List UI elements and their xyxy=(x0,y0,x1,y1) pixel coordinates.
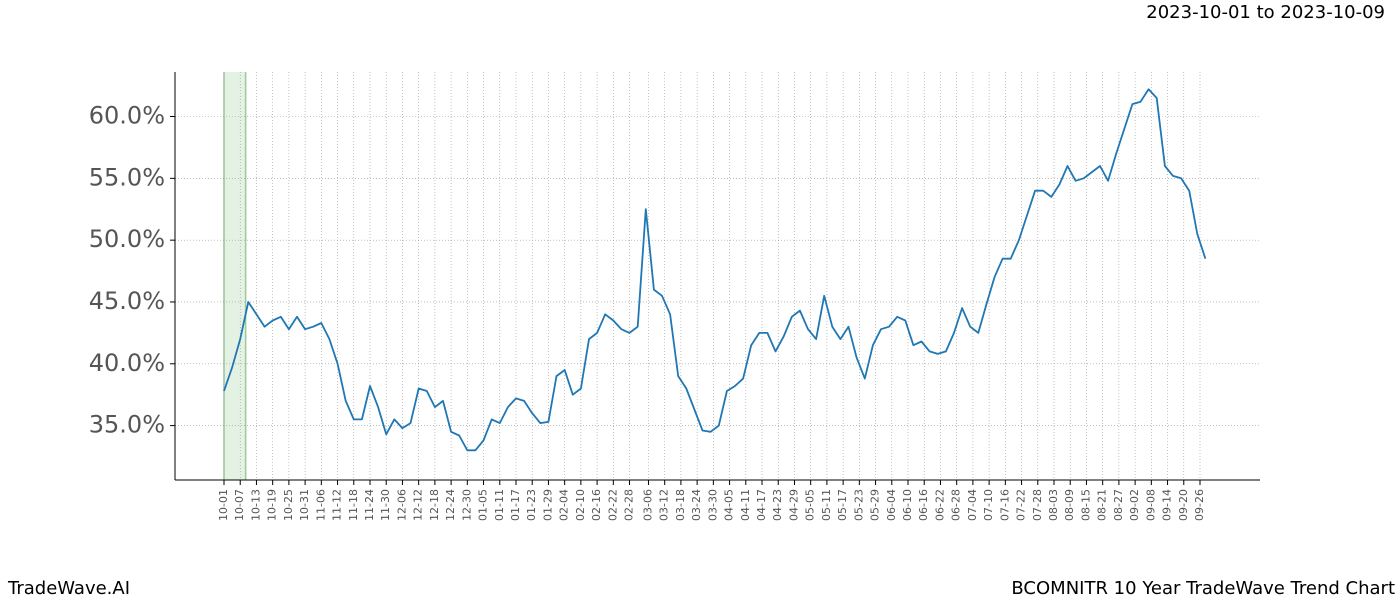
brand: TradeWave.AI xyxy=(7,578,130,599)
x-tick-label: 09-02 xyxy=(1128,489,1141,521)
x-tick-label: 04-05 xyxy=(723,489,736,521)
highlight-span xyxy=(224,72,246,480)
x-tick-label: 09-08 xyxy=(1144,489,1157,521)
x-tick-label: 10-25 xyxy=(282,489,295,521)
x-tick-label: 08-03 xyxy=(1047,489,1060,521)
x-tick-label: 12-12 xyxy=(412,489,425,521)
x-tick-label: 03-06 xyxy=(641,489,654,521)
x-tick-label: 07-04 xyxy=(966,489,979,521)
y-tick-label: 45.0% xyxy=(89,287,165,315)
x-tick-label: 07-10 xyxy=(982,489,995,521)
x-tick-label: 06-10 xyxy=(901,489,914,521)
y-tick-label: 55.0% xyxy=(89,163,165,191)
x-tick-label: 06-28 xyxy=(950,489,963,521)
x-tick-label: 08-21 xyxy=(1096,489,1109,521)
x-tick-label: 10-07 xyxy=(233,489,246,521)
x-tick-label: 02-22 xyxy=(606,489,619,521)
x-tick-label: 11-24 xyxy=(363,489,376,521)
x-tick-label: 06-04 xyxy=(885,489,898,521)
x-tick-label: 05-29 xyxy=(869,489,882,521)
x-tick-label: 09-14 xyxy=(1161,489,1174,521)
x-tick-label: 04-11 xyxy=(739,489,752,521)
x-tick-label: 02-10 xyxy=(574,489,587,521)
x-tick-label: 11-12 xyxy=(331,489,344,521)
x-tick-label: 11-18 xyxy=(347,489,360,521)
x-tick-label: 09-20 xyxy=(1177,489,1190,521)
x-tick-label: 11-30 xyxy=(379,489,392,521)
x-tick-label: 04-17 xyxy=(755,489,768,521)
x-tick-label: 01-23 xyxy=(525,489,538,521)
x-tick-label: 03-18 xyxy=(674,489,687,521)
x-tick-label: 11-06 xyxy=(314,489,327,521)
x-tick-label: 08-27 xyxy=(1112,489,1125,521)
x-tick-label: 05-11 xyxy=(820,489,833,521)
x-tick-label: 03-30 xyxy=(706,489,719,521)
x-tick-label: 10-13 xyxy=(249,489,262,521)
x-tick-label: 10-19 xyxy=(266,489,279,521)
x-tick-label: 07-16 xyxy=(998,489,1011,521)
y-tick-label: 60.0% xyxy=(89,102,165,130)
x-tick-label: 03-12 xyxy=(658,489,671,521)
x-tick-label: 04-29 xyxy=(787,489,800,521)
x-tick-label: 10-31 xyxy=(298,489,311,521)
x-tick-label: 05-05 xyxy=(804,489,817,521)
x-tick-label: 10-01 xyxy=(217,489,230,521)
x-tick-label: 09-26 xyxy=(1193,489,1206,521)
y-tick-label: 40.0% xyxy=(89,349,165,377)
x-tick-label: 08-15 xyxy=(1079,489,1092,521)
x-tick-label: 07-22 xyxy=(1015,489,1028,521)
date-range: 2023-10-01 to 2023-10-09 xyxy=(1146,2,1385,23)
x-tick-label: 05-17 xyxy=(836,489,849,521)
x-tick-label: 06-22 xyxy=(933,489,946,521)
chart-title: BCOMNITR 10 Year TradeWave Trend Chart xyxy=(1011,578,1395,599)
x-tick-label: 01-17 xyxy=(509,489,522,521)
x-tick-label: 07-28 xyxy=(1031,489,1044,521)
x-tick-label: 02-28 xyxy=(623,489,636,521)
x-tick-label: 08-09 xyxy=(1063,489,1076,521)
x-tick-label: 12-24 xyxy=(444,489,457,521)
y-tick-label: 50.0% xyxy=(89,225,165,253)
x-tick-label: 02-16 xyxy=(590,489,603,521)
trend-line xyxy=(223,88,1207,452)
x-tick-label: 01-05 xyxy=(477,489,490,521)
x-tick-label: 12-06 xyxy=(395,489,408,521)
x-tick-label: 04-23 xyxy=(771,489,784,521)
x-tick-label: 05-23 xyxy=(852,489,865,521)
x-tick-label: 01-11 xyxy=(493,489,506,521)
y-tick-label: 35.0% xyxy=(89,411,165,439)
x-tick-label: 02-04 xyxy=(558,489,571,521)
x-tick-label: 06-16 xyxy=(917,489,930,521)
x-tick-label: 01-29 xyxy=(541,489,554,521)
x-tick-label: 12-30 xyxy=(460,489,473,521)
x-tick-label: 12-18 xyxy=(428,489,441,521)
x-tick-label: 03-24 xyxy=(690,489,703,521)
